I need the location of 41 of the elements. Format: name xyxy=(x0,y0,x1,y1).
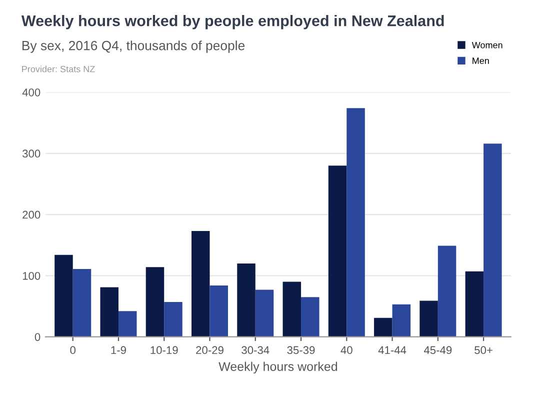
y-tick-label: 300 xyxy=(22,150,40,158)
y-tick-label: 200 xyxy=(22,210,40,219)
x-tick-label: 30-34 xyxy=(242,346,270,354)
legend-label: Men xyxy=(472,58,489,64)
bar xyxy=(392,304,411,337)
x-tick-label: 50+ xyxy=(474,346,492,354)
bar xyxy=(346,108,365,337)
x-tick-label: 10-19 xyxy=(150,346,178,354)
x-tick-label: 45-49 xyxy=(424,346,452,354)
chart-title: Weekly hours worked by people employed in New Zealand xyxy=(21,14,444,30)
bar xyxy=(301,297,320,337)
x-axis-title: Weekly hours worked xyxy=(218,362,338,374)
x-tick-label: 20-29 xyxy=(196,346,224,354)
y-tick-label: 400 xyxy=(22,88,40,96)
x-tick-label: 1-9 xyxy=(111,346,126,354)
bar xyxy=(164,302,182,337)
x-tick-label: 35-39 xyxy=(287,346,315,354)
text: Provider: Stats NZ xyxy=(22,66,95,72)
chart-subtitle: By sex, 2016 Q4, thousands of people xyxy=(22,40,245,53)
bar xyxy=(118,311,137,337)
x-tick-label: 0 xyxy=(70,346,76,354)
bar xyxy=(192,231,210,337)
bar xyxy=(420,300,438,337)
bar xyxy=(328,166,347,337)
bar xyxy=(210,285,228,337)
bar xyxy=(237,263,256,337)
bar xyxy=(255,290,274,337)
x-tick-label: 40 xyxy=(340,346,352,354)
y-tick-label: 100 xyxy=(22,272,40,280)
bar xyxy=(282,282,302,337)
bar xyxy=(54,254,73,337)
bar xyxy=(146,267,164,337)
legend-label: Women xyxy=(472,42,502,48)
bar xyxy=(465,271,484,337)
bar xyxy=(374,318,392,337)
x-tick-label: 41-44 xyxy=(378,346,406,354)
bar xyxy=(484,144,502,337)
y-tick-label: 0 xyxy=(34,333,40,341)
bar xyxy=(72,268,92,337)
bar xyxy=(438,246,456,337)
bar xyxy=(100,287,118,337)
